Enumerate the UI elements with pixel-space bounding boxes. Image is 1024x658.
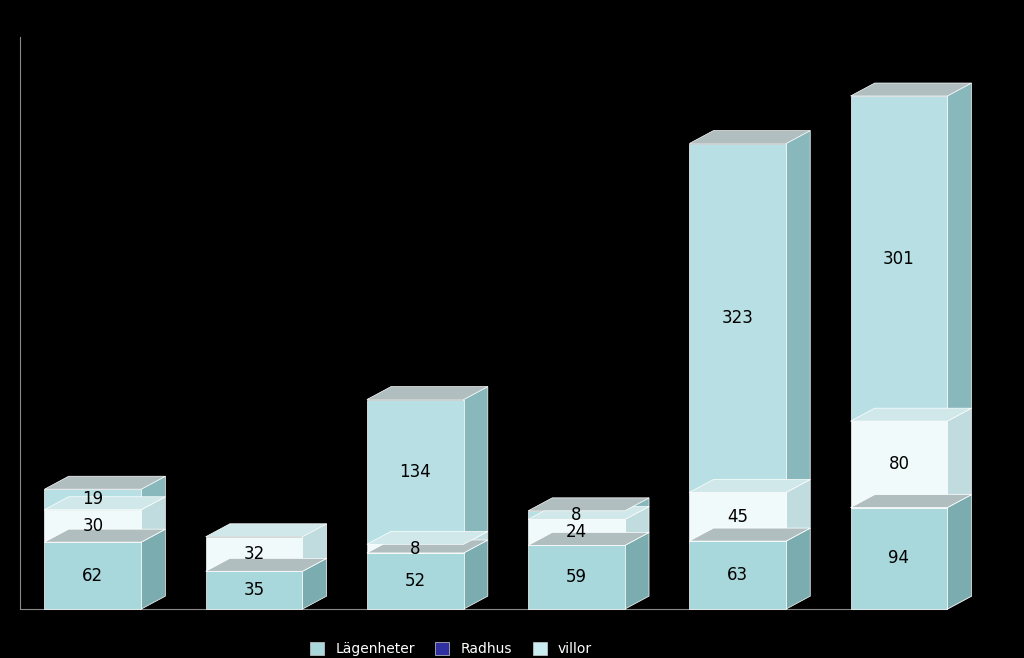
Text: 35: 35 bbox=[244, 581, 264, 599]
Polygon shape bbox=[786, 480, 810, 541]
Polygon shape bbox=[44, 497, 166, 510]
Bar bbox=[367, 399, 464, 544]
Bar bbox=[44, 542, 141, 609]
Polygon shape bbox=[206, 559, 327, 571]
Text: 63: 63 bbox=[727, 566, 749, 584]
Polygon shape bbox=[625, 498, 649, 519]
Polygon shape bbox=[689, 528, 810, 541]
Polygon shape bbox=[367, 387, 487, 399]
Bar bbox=[851, 421, 947, 507]
Text: 32: 32 bbox=[244, 545, 264, 563]
Legend: Lägenheter, Radhus, villor: Lägenheter, Radhus, villor bbox=[304, 637, 598, 658]
Polygon shape bbox=[947, 495, 972, 609]
Polygon shape bbox=[44, 529, 166, 542]
Polygon shape bbox=[464, 387, 487, 544]
Polygon shape bbox=[947, 83, 972, 421]
Polygon shape bbox=[528, 532, 649, 545]
Polygon shape bbox=[786, 528, 810, 609]
Polygon shape bbox=[851, 408, 972, 421]
Polygon shape bbox=[786, 130, 810, 492]
Bar bbox=[528, 519, 625, 545]
Text: 62: 62 bbox=[82, 567, 103, 584]
Text: 52: 52 bbox=[404, 572, 426, 590]
Bar bbox=[689, 541, 786, 609]
Bar bbox=[367, 553, 464, 609]
Text: 45: 45 bbox=[727, 508, 749, 526]
Polygon shape bbox=[302, 524, 327, 571]
Polygon shape bbox=[689, 480, 810, 492]
Polygon shape bbox=[464, 531, 487, 553]
Polygon shape bbox=[625, 532, 649, 609]
Text: 8: 8 bbox=[410, 540, 421, 557]
Text: 134: 134 bbox=[399, 463, 431, 481]
Text: 80: 80 bbox=[889, 455, 909, 473]
Polygon shape bbox=[206, 524, 327, 537]
Text: 30: 30 bbox=[82, 517, 103, 535]
Text: 59: 59 bbox=[566, 569, 587, 586]
Polygon shape bbox=[141, 476, 166, 510]
Polygon shape bbox=[851, 83, 972, 96]
Bar bbox=[367, 544, 464, 553]
Polygon shape bbox=[625, 507, 649, 545]
Polygon shape bbox=[528, 498, 649, 511]
Bar bbox=[44, 489, 141, 510]
Polygon shape bbox=[141, 497, 166, 542]
Bar bbox=[206, 537, 302, 571]
Bar bbox=[44, 510, 141, 542]
Polygon shape bbox=[689, 130, 810, 143]
Text: 19: 19 bbox=[82, 490, 103, 509]
Bar bbox=[689, 143, 786, 492]
Bar bbox=[528, 511, 625, 519]
Bar bbox=[206, 571, 302, 609]
Polygon shape bbox=[302, 559, 327, 609]
Polygon shape bbox=[464, 540, 487, 609]
Polygon shape bbox=[44, 476, 166, 489]
Polygon shape bbox=[851, 495, 972, 507]
Bar bbox=[851, 507, 947, 609]
Text: 301: 301 bbox=[883, 249, 914, 268]
Polygon shape bbox=[528, 507, 649, 519]
Text: 24: 24 bbox=[566, 523, 587, 542]
Polygon shape bbox=[141, 529, 166, 609]
Bar bbox=[851, 96, 947, 421]
Bar bbox=[528, 545, 625, 609]
Text: 323: 323 bbox=[722, 309, 754, 327]
Text: 8: 8 bbox=[571, 506, 582, 524]
Bar bbox=[689, 492, 786, 541]
Polygon shape bbox=[367, 531, 487, 544]
Polygon shape bbox=[947, 408, 972, 507]
Text: 94: 94 bbox=[889, 549, 909, 567]
Polygon shape bbox=[367, 540, 487, 553]
